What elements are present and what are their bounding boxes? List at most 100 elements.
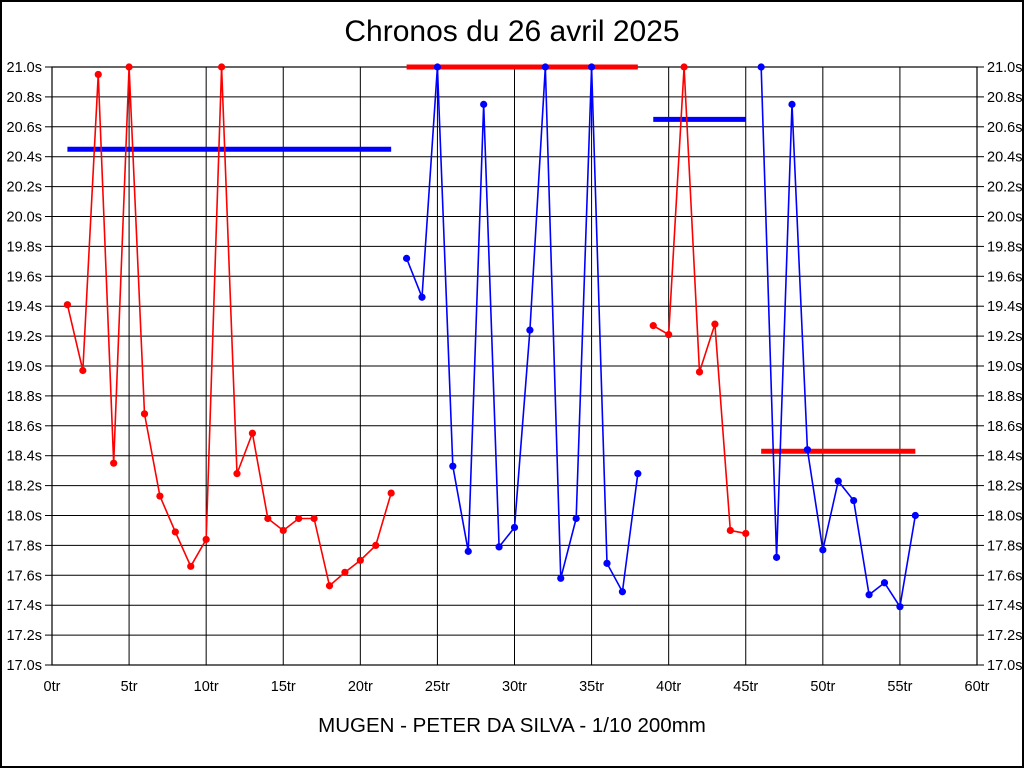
- y-tick-label-left: 20.4s: [7, 150, 42, 166]
- data-point-stint-1-red: [372, 541, 380, 550]
- data-point-stint-1-red: [279, 526, 287, 535]
- y-tick-label-left: 18.6s: [7, 419, 42, 435]
- data-point-stint-2-blue: [541, 63, 549, 71]
- data-point-stint-3-red: [695, 368, 704, 376]
- y-tick-label-left: 17.8s: [7, 538, 42, 554]
- data-point-stint-1-red: [79, 366, 87, 375]
- x-tick-label: 30tr: [502, 679, 527, 695]
- y-tick-label-right: 20.2s: [987, 180, 1022, 196]
- y-tick-label-left: 20.2s: [7, 180, 42, 196]
- data-point-stint-2-blue: [510, 523, 519, 532]
- data-point-stint-3-red: [711, 320, 719, 328]
- data-point-stint-1-red: [356, 556, 364, 564]
- y-tick-label-left: 20.0s: [7, 210, 42, 226]
- y-tick-label-right: 18.8s: [987, 389, 1022, 405]
- y-tick-label-left: 18.4s: [7, 449, 42, 465]
- data-point-stint-1-red: [233, 470, 241, 478]
- data-point-stint-4-blue: [850, 496, 858, 505]
- data-point-stint-4-blue: [788, 100, 796, 108]
- chart-title: Chronos du 26 avril 2025: [344, 15, 680, 48]
- data-point-stint-1-red: [202, 535, 210, 544]
- y-tick-label-right: 18.4s: [987, 449, 1022, 465]
- data-point-stint-3-red: [680, 63, 688, 71]
- data-point-stint-2-blue: [557, 574, 565, 582]
- y-tick-label-right: 19.0s: [987, 359, 1022, 375]
- x-tick-label: 20tr: [348, 679, 373, 695]
- y-tick-label-right: 19.4s: [987, 299, 1022, 315]
- data-point-stint-4-blue: [757, 63, 765, 71]
- data-point-stint-2-blue: [634, 470, 642, 478]
- x-tick-label: 55tr: [887, 679, 912, 695]
- data-point-stint-2-blue: [572, 514, 580, 523]
- stint-4-blue-line: [760, 66, 917, 609]
- y-tick-label-right: 18.2s: [987, 479, 1022, 495]
- y-tick-label-left: 19.8s: [7, 239, 42, 255]
- y-tick-label-left: 20.8s: [7, 90, 42, 106]
- y-tick-label-right: 19.6s: [987, 269, 1022, 285]
- y-tick-label-right: 20.6s: [987, 120, 1022, 136]
- x-tick-label: 10tr: [194, 679, 219, 695]
- x-tick-label: 45tr: [733, 679, 758, 695]
- data-point-stint-3-red: [649, 322, 657, 330]
- data-point-stint-4-blue: [803, 446, 812, 454]
- data-point-stint-2-blue: [603, 559, 611, 567]
- y-tick-label-right: 18.6s: [987, 419, 1022, 435]
- x-tick-label: 5tr: [121, 679, 138, 695]
- data-point-stint-1-red: [310, 514, 318, 523]
- y-tick-label-right: 20.0s: [987, 210, 1022, 226]
- data-point-stint-1-red: [110, 459, 118, 467]
- data-point-stint-1-red: [125, 63, 133, 71]
- data-point-stint-1-red: [217, 63, 226, 71]
- data-point-stint-4-blue: [834, 477, 842, 485]
- x-tick-label: 0tr: [44, 679, 61, 695]
- x-tick-label: 50tr: [810, 679, 835, 695]
- y-tick-label-right: 17.2s: [987, 628, 1022, 644]
- y-tick-label-left: 19.2s: [7, 329, 42, 345]
- data-point-stint-1-red: [187, 562, 195, 570]
- data-point-stint-1-red: [156, 492, 164, 500]
- data-point-stint-1-red: [341, 568, 349, 576]
- stint-1-red-line: [66, 66, 392, 588]
- data-point-stint-2-blue: [480, 100, 488, 108]
- data-point-stint-1-red: [264, 514, 272, 523]
- y-tick-label-right: 19.2s: [987, 329, 1022, 345]
- data-point-stint-3-red: [665, 331, 673, 339]
- stint-2-blue-line: [405, 66, 639, 595]
- y-tick-label-right: 17.6s: [987, 568, 1022, 584]
- y-tick-label-right: 20.8s: [987, 90, 1022, 106]
- y-tick-label-right: 17.0s: [987, 658, 1022, 674]
- data-point-stint-2-blue: [402, 254, 411, 262]
- data-point-stint-1-red: [387, 489, 395, 497]
- y-tick-label-left: 17.0s: [7, 658, 42, 674]
- y-tick-label-right: 17.4s: [987, 598, 1022, 614]
- data-point-stint-1-red: [171, 528, 179, 536]
- y-tick-label-right: 17.8s: [987, 538, 1022, 554]
- stint-3-red-line: [652, 66, 746, 535]
- y-tick-label-left: 18.8s: [7, 389, 42, 405]
- data-point-stint-2-blue: [418, 293, 426, 301]
- y-tick-label-left: 21.0s: [7, 60, 42, 76]
- data-point-stint-4-blue: [880, 579, 889, 587]
- y-tick-label-right: 18.0s: [987, 509, 1022, 525]
- data-point-stint-4-blue: [896, 603, 904, 611]
- y-tick-label-left: 19.6s: [7, 269, 42, 285]
- y-tick-label-right: 20.4s: [987, 150, 1022, 166]
- y-tick-label-left: 19.4s: [7, 299, 42, 315]
- data-point-stint-4-blue: [772, 553, 781, 561]
- data-point-stint-3-red: [726, 526, 734, 535]
- data-point-stint-1-red: [94, 70, 102, 79]
- y-tick-label-left: 17.2s: [7, 628, 42, 644]
- data-point-stint-2-blue: [618, 588, 627, 596]
- data-point-stint-4-blue: [819, 546, 827, 554]
- data-point-stint-1-red: [295, 514, 303, 523]
- y-tick-label-right: 21.0s: [987, 60, 1022, 76]
- y-tick-label-left: 20.6s: [7, 120, 42, 136]
- y-tick-label-left: 19.0s: [7, 359, 42, 375]
- data-point-stint-1-red: [140, 410, 149, 418]
- data-point-stint-1-red: [63, 301, 72, 309]
- x-tick-label: 60tr: [965, 679, 990, 695]
- data-point-stint-3-red: [742, 529, 750, 538]
- data-point-stint-2-blue: [495, 543, 503, 551]
